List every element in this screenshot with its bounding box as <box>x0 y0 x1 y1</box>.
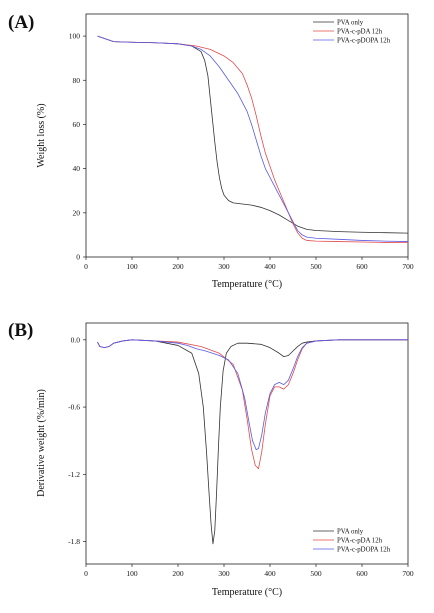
y-tick-label: 40 <box>73 164 81 173</box>
x-tick-label: 0 <box>84 262 88 271</box>
y-tick-label: 60 <box>73 120 81 129</box>
x-tick-label: 100 <box>126 262 138 271</box>
x-tick-label: 500 <box>310 262 322 271</box>
legend-entry-label: PVA-c-pDA 12h <box>337 29 383 36</box>
x-tick-label: 600 <box>356 262 368 271</box>
series-line-3 <box>97 339 408 451</box>
panel-a-label: (A) <box>8 12 34 33</box>
x-tick-label: 300 <box>218 569 230 578</box>
x-tick-label: 400 <box>264 262 276 271</box>
panel-a-legend: PVA only PVA-c-pDA 12h PVA-c-pDOPA 12h <box>313 20 391 45</box>
legend-entry-label: PVA only <box>337 20 364 27</box>
panel-b-plot-frame <box>85 322 409 565</box>
panel-a: (A) 0 100 200 300 400 500 600 700 020406080100 … <box>8 12 414 290</box>
y-tick-label: -1.2 <box>68 470 80 479</box>
series-line-2 <box>97 339 408 470</box>
x-tick-label: 200 <box>172 262 184 271</box>
y-tick-label: 80 <box>73 76 81 85</box>
panel-a-ylabel: Weight loss (%) <box>36 103 47 167</box>
panel-a-plot-frame <box>85 13 409 258</box>
series-line-1 <box>97 35 409 234</box>
y-tick-label: 0.0 <box>71 335 81 344</box>
legend-entry-label: PVA-c-pDOPA 12h <box>337 547 391 554</box>
legend-entry-label: PVA-c-pDOPA 12h <box>337 38 391 45</box>
x-tick-label: 200 <box>172 569 184 578</box>
panel-b-ylabel: Derivative weight (%/min) <box>36 389 47 497</box>
x-tick-label: 100 <box>126 569 138 578</box>
y-tick-label: 0 <box>76 253 80 262</box>
panel-b-legend: PVA only PVA-c-pDA 12h PVA-c-pDOPA 12h <box>313 529 391 554</box>
legend-entry-label: PVA-c-pDA 12h <box>337 538 383 545</box>
panel-b: (B) 0 100 200 300 400 500 600 700 0.0 -0.6 -1.2 -1… <box>8 320 414 598</box>
y-tick-label: -1.8 <box>68 537 80 546</box>
series-line-2 <box>97 35 409 244</box>
panel-b-label: (B) <box>8 320 33 341</box>
x-tick-label: 0 <box>84 569 88 578</box>
x-tick-label: 400 <box>264 569 276 578</box>
y-tick-label: 20 <box>73 208 81 217</box>
x-tick-label: 700 <box>402 569 414 578</box>
legend-entry-label: PVA only <box>337 529 364 536</box>
x-tick-label: 600 <box>356 569 368 578</box>
series-line-3 <box>97 35 409 242</box>
x-tick-label: 500 <box>310 569 322 578</box>
x-tick-label: 700 <box>402 262 414 271</box>
y-tick-label: 100 <box>69 32 81 41</box>
x-tick-label: 300 <box>218 262 230 271</box>
panel-b-xlabel: Temperature (°C) <box>212 587 282 598</box>
panel-a-xlabel: Temperature (°C) <box>212 279 282 290</box>
y-tick-label: -0.6 <box>68 403 80 412</box>
